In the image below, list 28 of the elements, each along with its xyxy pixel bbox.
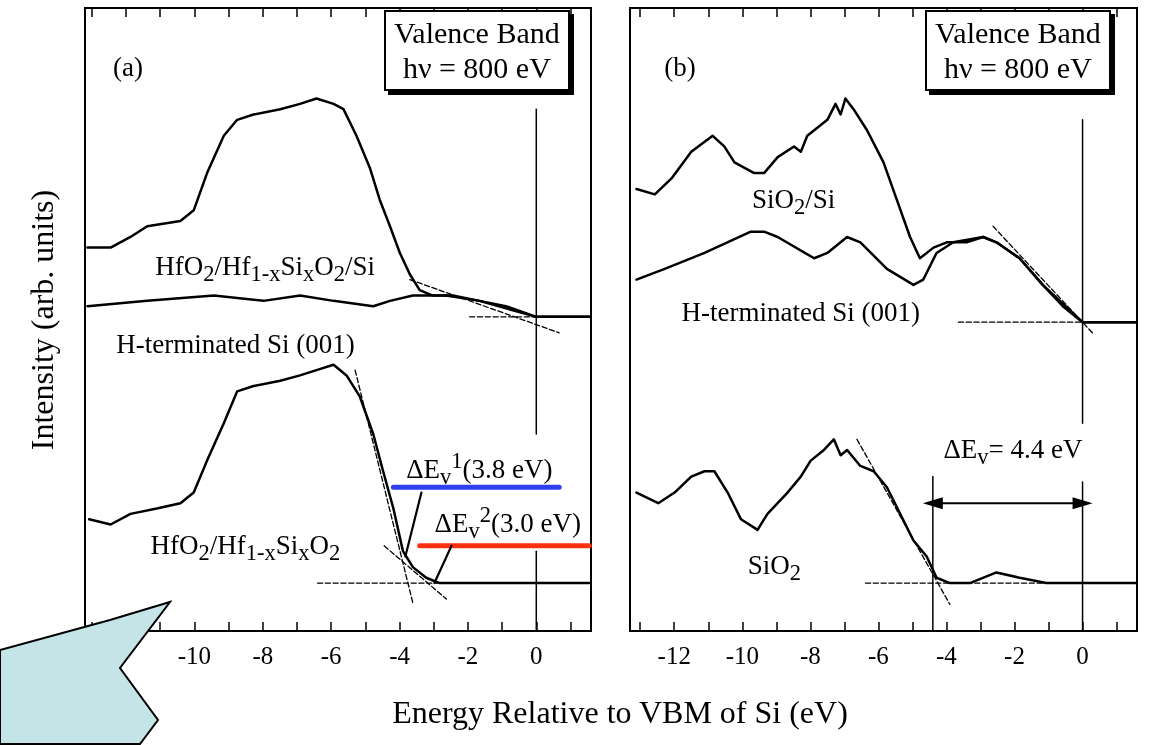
x-tick-label: 0 — [530, 642, 543, 669]
x-tick-label: -4 — [936, 642, 958, 669]
x-tick-label: -12 — [657, 642, 691, 669]
annotation: ΔE$_{v}$$^{1}$(3.8 eV) — [406, 448, 553, 491]
y-axis-title: Intensity (arb. units) — [23, 189, 61, 451]
series-label: SiO$_{2}$ — [747, 549, 801, 587]
text: HfO$_{2}$/Hf$_{1-x}$Si$_{x}$O$_{2}$/Si — [155, 250, 376, 287]
annotation: ΔE$_{v}$$^{2}$(3.0 eV) — [434, 501, 581, 545]
x-tick-label: -10 — [177, 642, 212, 669]
annotation: ΔE$_{v}$= 4.4 eV — [943, 433, 1083, 471]
series-label: SiO$_{2}$/Si — [752, 183, 836, 221]
x-tick-label: 0 — [1076, 642, 1089, 669]
x-tick-label: -2 — [1004, 642, 1025, 669]
series-label: H-terminated Si (001) — [681, 296, 921, 328]
text: (b) — [664, 52, 696, 84]
series-label: HfO$_{2}$/Hf$_{1-x}$Si$_{x}$O$_{2}$ — [150, 529, 341, 567]
x-axis-title: Energy Relative to VBM of Si (eV) — [392, 693, 848, 731]
x-tick-label: -4 — [389, 642, 411, 669]
text: Valence Band hν = 800 eV — [384, 10, 570, 91]
x-tick-label: -6 — [320, 642, 342, 669]
x-tick-label: -10 — [725, 642, 759, 669]
x-tick-label: -8 — [799, 642, 821, 669]
x-tick-label: -2 — [457, 642, 479, 669]
text: (a) — [113, 52, 143, 84]
series-label: H-terminated Si (001) — [116, 328, 355, 360]
text: Valence Band hν = 800 eV — [925, 10, 1111, 91]
x-tick-label: -6 — [867, 642, 889, 669]
x-tick-label: -8 — [252, 642, 274, 669]
